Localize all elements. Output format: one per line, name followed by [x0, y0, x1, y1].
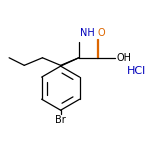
- Text: Br: Br: [55, 115, 66, 125]
- Text: OH: OH: [116, 53, 131, 63]
- Text: HCl: HCl: [127, 66, 147, 76]
- Text: NH: NH: [80, 28, 94, 38]
- Text: O: O: [98, 28, 105, 38]
